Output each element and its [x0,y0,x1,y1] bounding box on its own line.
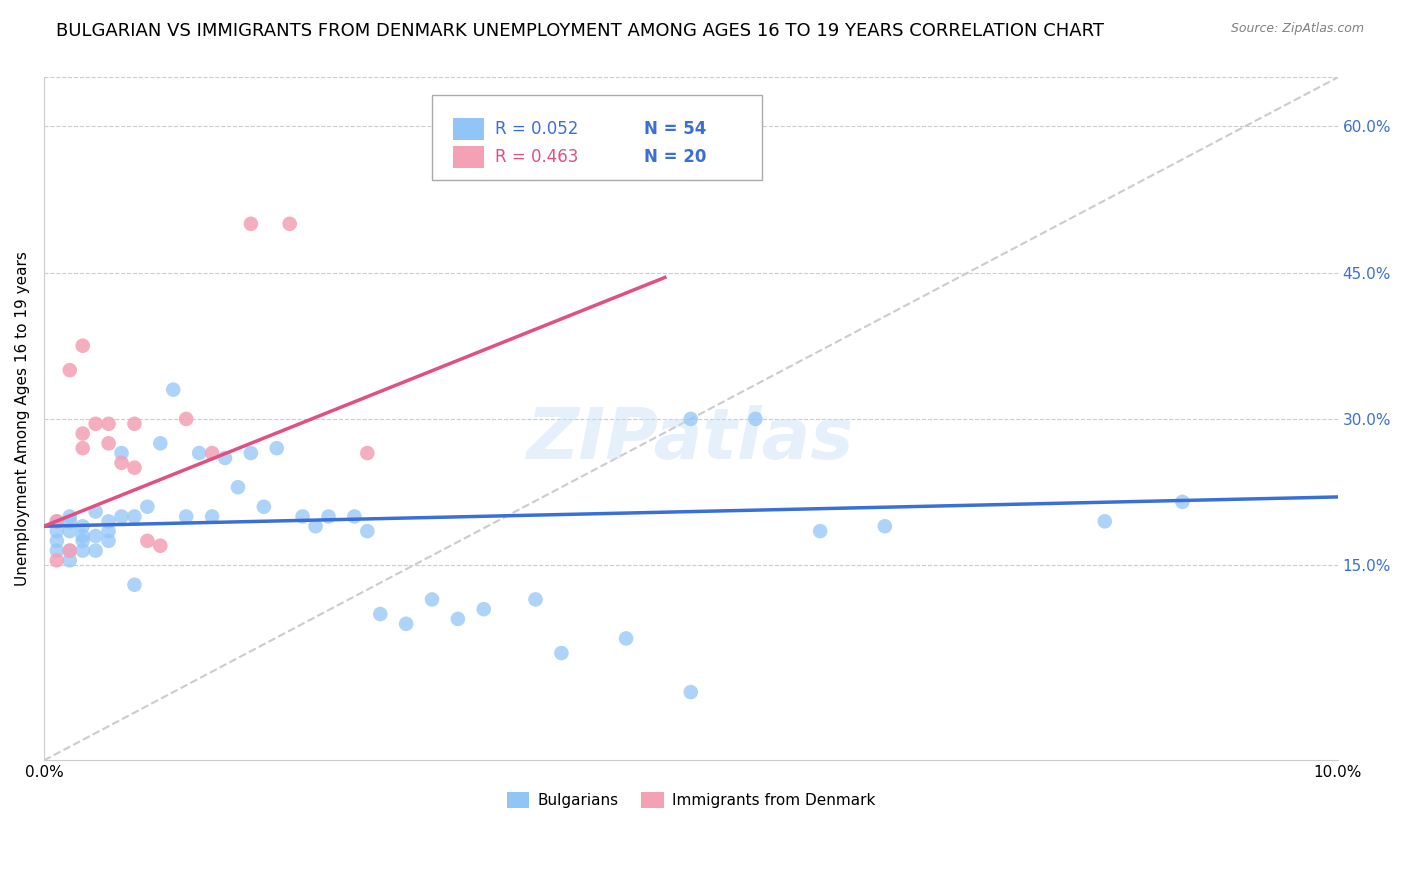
Point [1094,514,1116,528]
Point [72,529,94,543]
Point [84,417,107,431]
Point [59,509,82,524]
Point [253,500,276,514]
Point [72,519,94,533]
Point [97,436,120,450]
Point [368,607,391,621]
Point [124,417,146,431]
Point [72,543,94,558]
Text: N = 54: N = 54 [644,120,707,138]
Point [239,217,262,231]
Text: R = 0.052: R = 0.052 [495,120,579,138]
Point [873,519,896,533]
Point [45,553,67,567]
Text: BULGARIAN VS IMMIGRANTS FROM DENMARK UNEMPLOYMENT AMONG AGES 16 TO 19 YEARS CORR: BULGARIAN VS IMMIGRANTS FROM DENMARK UNE… [56,22,1104,40]
Point [59,553,82,567]
Point [72,533,94,548]
Point [45,514,67,528]
FancyBboxPatch shape [453,119,484,140]
Point [356,446,378,460]
Point [744,412,766,426]
Point [188,446,211,460]
Point [97,514,120,528]
Point [291,509,314,524]
Point [124,509,146,524]
Point [72,426,94,441]
Point [266,441,288,455]
Point [124,578,146,592]
Point [1171,495,1194,509]
Point [45,514,67,528]
Point [136,500,159,514]
Point [149,539,172,553]
Point [59,363,82,377]
Point [808,524,831,538]
Point [45,543,67,558]
Point [45,533,67,548]
Point [395,616,418,631]
Point [59,543,82,558]
Y-axis label: Unemployment Among Ages 16 to 19 years: Unemployment Among Ages 16 to 19 years [15,252,30,586]
Point [679,412,702,426]
Point [84,529,107,543]
Point [72,441,94,455]
Point [524,592,547,607]
Point [239,446,262,460]
Point [420,592,443,607]
Point [97,533,120,548]
Point [72,339,94,353]
Point [149,436,172,450]
Point [447,612,470,626]
Point [679,685,702,699]
Point [59,524,82,538]
Point [136,533,159,548]
Point [472,602,495,616]
Point [174,509,197,524]
Point [174,412,197,426]
Point [45,524,67,538]
Point [201,446,224,460]
Point [214,450,236,465]
Point [614,632,637,646]
Text: ZIPatlas: ZIPatlas [527,405,855,474]
Point [304,519,326,533]
Text: R = 0.463: R = 0.463 [495,148,579,166]
Point [97,524,120,538]
Point [550,646,572,660]
Point [59,514,82,528]
Point [356,524,378,538]
Point [226,480,249,494]
Text: N = 20: N = 20 [644,148,707,166]
Point [124,460,146,475]
Point [59,543,82,558]
Point [318,509,340,524]
Point [343,509,366,524]
Point [201,509,224,524]
Point [84,543,107,558]
Point [110,446,132,460]
Point [97,417,120,431]
Text: Source: ZipAtlas.com: Source: ZipAtlas.com [1230,22,1364,36]
Point [278,217,301,231]
Point [110,456,132,470]
Legend: Bulgarians, Immigrants from Denmark: Bulgarians, Immigrants from Denmark [501,786,882,814]
Point [84,505,107,519]
FancyBboxPatch shape [432,95,762,180]
Point [110,509,132,524]
FancyBboxPatch shape [453,146,484,168]
Point [162,383,184,397]
